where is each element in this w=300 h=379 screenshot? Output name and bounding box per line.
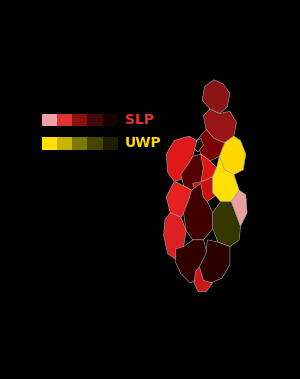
Polygon shape bbox=[184, 183, 213, 240]
Bar bbox=[72, 137, 88, 150]
Text: SLP: SLP bbox=[125, 113, 154, 127]
Polygon shape bbox=[166, 136, 197, 181]
Bar bbox=[88, 113, 103, 126]
Polygon shape bbox=[189, 154, 217, 181]
Polygon shape bbox=[220, 190, 247, 226]
Polygon shape bbox=[193, 177, 219, 202]
Bar bbox=[57, 137, 72, 150]
Bar bbox=[72, 113, 88, 126]
Polygon shape bbox=[164, 213, 186, 260]
Bar bbox=[57, 113, 72, 126]
Bar bbox=[42, 137, 57, 150]
Bar bbox=[42, 113, 57, 126]
Polygon shape bbox=[197, 129, 225, 161]
Bar bbox=[103, 113, 118, 126]
Polygon shape bbox=[203, 109, 236, 143]
Polygon shape bbox=[202, 80, 230, 114]
Text: UWP: UWP bbox=[125, 136, 161, 150]
Polygon shape bbox=[181, 154, 203, 190]
Polygon shape bbox=[194, 262, 214, 292]
Polygon shape bbox=[193, 138, 203, 152]
Bar bbox=[103, 137, 118, 150]
Polygon shape bbox=[219, 136, 246, 174]
Polygon shape bbox=[213, 157, 239, 202]
Polygon shape bbox=[200, 240, 230, 283]
Polygon shape bbox=[176, 240, 207, 283]
Bar bbox=[88, 137, 103, 150]
Polygon shape bbox=[213, 202, 241, 247]
Polygon shape bbox=[166, 181, 191, 217]
